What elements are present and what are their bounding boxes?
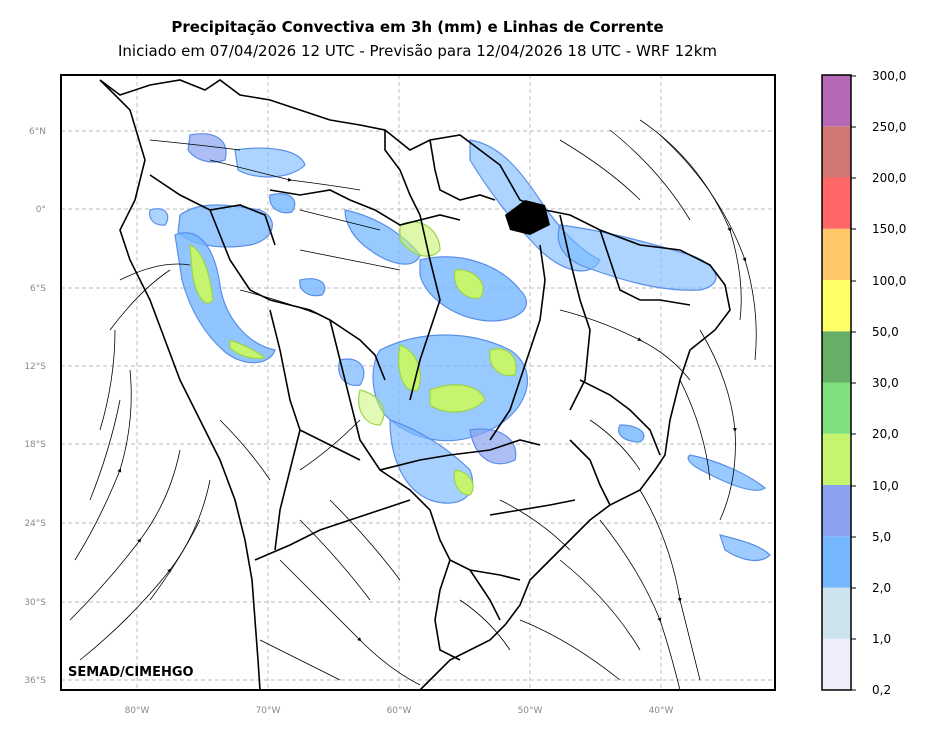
colorbar-tick-label: 50,0 [872,325,899,339]
colorbar-swatch [822,485,851,537]
lat-tick: 24°S [24,519,46,529]
colorbar-swatch [822,587,851,639]
colorbar-tick-label: 100,0 [872,274,906,288]
colorbar-tick-label: 10,0 [872,479,899,493]
lat-tick: 12°S [24,362,46,372]
map-frame [60,74,776,691]
colorbar-swatch [822,331,851,383]
lat-tick: 36°S [24,676,46,686]
amazon-delta [505,200,550,235]
colorbar-tick-label: 200,0 [872,171,906,185]
lon-tick: 50°W [518,706,543,716]
colorbar-swatch [822,382,851,434]
credit-text: SEMAD/CIMEHGO [68,665,194,680]
lon-tick: 60°W [387,706,412,716]
streamlines [69,119,757,690]
map-title: Precipitação Convectiva em 3h (mm) e Lin… [171,18,664,36]
colorbar-swatch [822,638,851,690]
colorbar-swatch [822,280,851,332]
lon-tick: 80°W [125,706,150,716]
colorbar-swatch [822,126,851,178]
colorbar-tick-label: 0,2 [872,683,891,697]
colorbar-swatch [822,75,851,127]
colorbar-swatches [822,75,851,690]
map-area: SEMAD/CIMEHGO [61,75,775,690]
lat-tick: 6°S [30,284,46,294]
lon-tick: 40°W [649,706,674,716]
colorbar-swatch [822,536,851,588]
gridlines [61,75,775,690]
precipitation-field [149,133,771,562]
lat-tick: 18°S [24,440,46,450]
latitude-axis: 6°N 0° 6°S 12°S 18°S 24°S 30°S 36°S [24,127,46,686]
colorbar-tick-label: 2,0 [872,581,891,595]
lon-tick: 70°W [256,706,281,716]
colorbar-tick-label: 150,0 [872,222,906,236]
colorbar-swatch [822,177,851,229]
colorbar-tick-label: 20,0 [872,427,899,441]
colorbar-swatch [822,433,851,485]
colorbar-tick-label: 1,0 [872,632,891,646]
longitude-axis: 80°W 70°W 60°W 50°W 40°W [125,706,674,716]
lat-tick: 0° [36,205,46,215]
colorbar-swatch [822,228,851,280]
colorbar-tick-label: 30,0 [872,376,899,390]
colorbar: 0,2 1,0 2,0 5,0 10,0 20,0 30,0 50,0 100,… [821,69,906,697]
lat-tick: 6°N [29,127,46,137]
colorbar-tick-label: 250,0 [872,120,906,134]
colorbar-tick-label: 5,0 [872,530,891,544]
map-subtitle: Iniciado em 07/04/2026 12 UTC - Previsão… [117,42,718,60]
colorbar-labels: 0,2 1,0 2,0 5,0 10,0 20,0 30,0 50,0 100,… [872,69,906,697]
lat-tick: 30°S [24,598,46,608]
credit-label: SEMAD/CIMEHGO [68,665,194,680]
colorbar-tick-label: 300,0 [872,69,906,83]
